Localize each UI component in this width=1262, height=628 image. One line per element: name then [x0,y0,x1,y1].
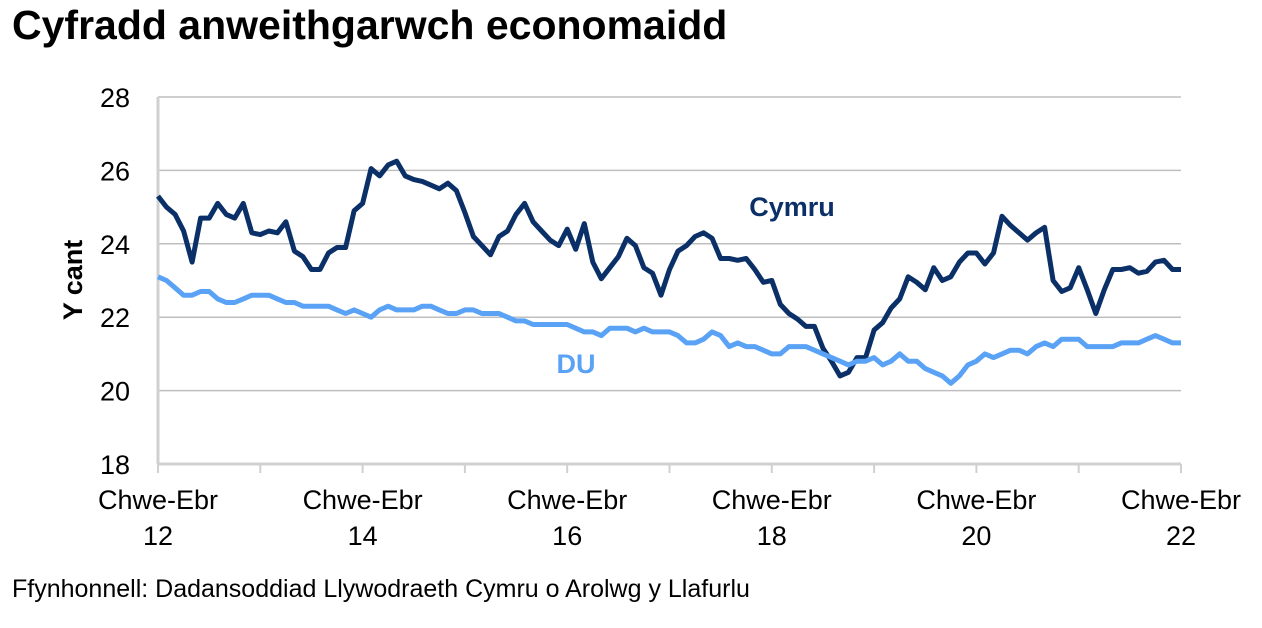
source-note: Ffynhonnell: Dadansoddiad Llywodraeth Cy… [12,575,750,603]
series-line-cymru [156,158,1181,379]
x-tick-label-year: 16 [552,521,582,551]
x-tick-label: Chwe-Ebr [303,485,423,515]
series-line-du [157,274,1181,386]
y-tick-label: 18 [100,450,130,480]
x-tick-label: Chwe-Ebr [507,485,627,515]
x-tick-label-year: 12 [143,521,173,551]
series-lines [156,158,1181,386]
series-label-du: DU [557,349,596,379]
y-tick-label: 26 [100,156,130,186]
gridlines [158,96,1181,392]
y-tick-label: 20 [100,377,130,407]
chart-title: Cyfradd anweithgarwch economaidd [12,2,728,48]
axes [156,97,1182,473]
series-label-cymru: Cymru [749,192,835,222]
y-tick-label: 28 [100,83,130,113]
y-tick-label: 24 [100,230,130,260]
tick-labels: 18 20 22 24 26 28 Chwe-Ebr 12 Chwe-Ebr 14 Chwe-Ebr… [98,83,1241,551]
x-tick-label: Chwe-Ebr [916,485,1036,515]
x-tick-label-year: 20 [961,521,991,551]
x-tick-label-year: 18 [757,521,787,551]
y-tick-label: 22 [100,303,130,333]
x-tick-label: Chwe-Ebr [712,485,832,515]
x-tick-label-year: 14 [348,521,378,551]
x-tick-label-year: 22 [1166,521,1196,551]
x-tick-label: Chwe-Ebr [1121,485,1241,515]
y-axis-label: Y cant [58,240,88,321]
x-tick-label: Chwe-Ebr [98,485,218,515]
